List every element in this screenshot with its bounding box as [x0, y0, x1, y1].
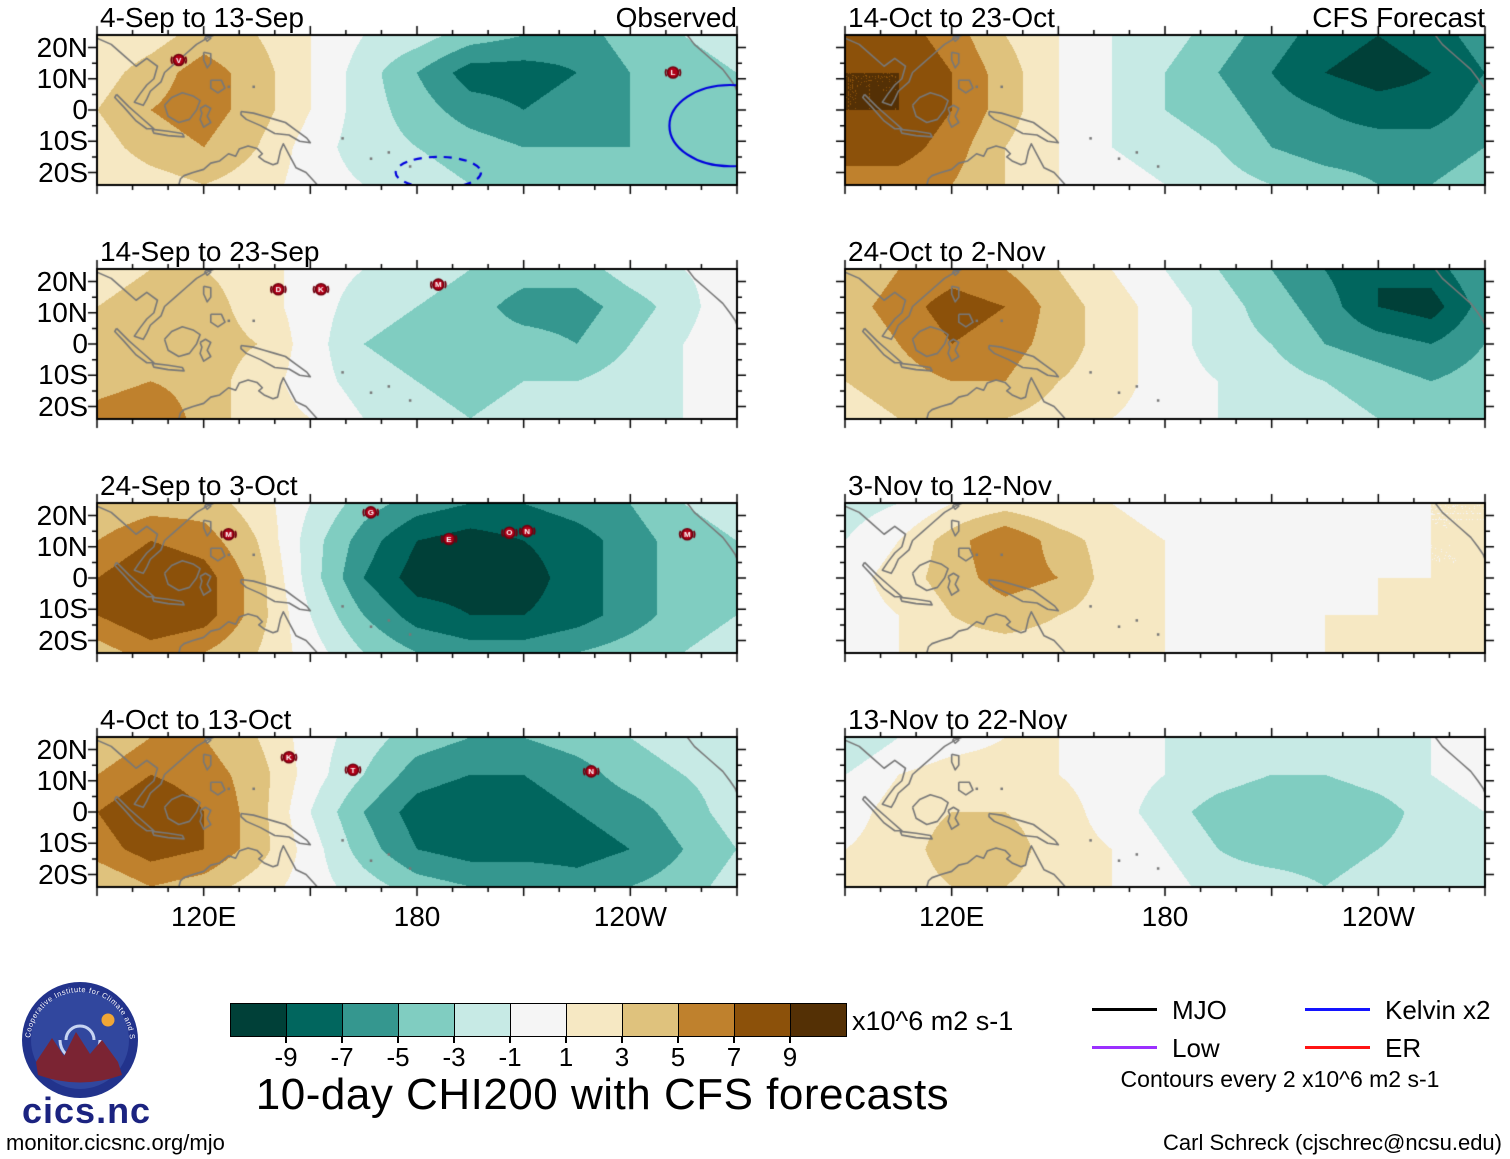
legend-line-kelvin — [1305, 1008, 1370, 1011]
figure-title: 10-day CHI200 with CFS forecasts — [255, 1070, 950, 1119]
lat-tick-label: 10N — [36, 764, 88, 796]
lat-tick-label: 10N — [36, 296, 88, 328]
legend-line-low — [1092, 1046, 1157, 1049]
legend-label-kelvin: Kelvin x2 — [1385, 995, 1491, 1025]
lon-tick-label: 120E — [918, 901, 985, 932]
colorbar — [230, 1003, 847, 1037]
colorbar-tick-label: -9 — [274, 1042, 298, 1072]
colorbar-cell — [511, 1004, 567, 1036]
map-panel-canvas — [87, 25, 747, 195]
colorbar-cell — [791, 1004, 846, 1036]
legend-contour-note: Contours every 2 x10^6 m2 s-1 — [1120, 1066, 1440, 1092]
lat-tick-label: 20N — [36, 31, 88, 63]
legend-line-mjo — [1092, 1008, 1157, 1011]
lat-tick-label: 10S — [38, 593, 88, 625]
colorbar-tick-label: 5 — [670, 1042, 686, 1072]
map-panel-canvas — [87, 259, 747, 429]
colorbar-tick-label: 7 — [726, 1042, 742, 1072]
lat-tick-label: 20S — [38, 390, 88, 422]
colorbar-cell — [623, 1004, 679, 1036]
map-panel-canvas — [835, 259, 1495, 429]
lat-tick-label: 20N — [36, 265, 88, 297]
legend-label-low: Low — [1172, 1033, 1220, 1063]
colorbar-tick — [565, 1036, 567, 1043]
colorbar-tick-label: -1 — [498, 1042, 522, 1072]
map-panel-canvas — [835, 25, 1495, 195]
lat-tick-label: 20S — [38, 858, 88, 890]
map-panel-canvas — [835, 493, 1495, 663]
lat-tick-label: 10N — [36, 62, 88, 94]
lon-tick-label: 180 — [1141, 901, 1189, 932]
cics-logo: Cooperative Institute for Climate and Sa… — [13, 971, 145, 1108]
colorbar-cell — [399, 1004, 455, 1036]
colorbar-tick-label: -7 — [330, 1042, 354, 1072]
lat-tick-label: 20N — [36, 733, 88, 765]
lat-tick-label: 0 — [72, 796, 88, 827]
map-panel-canvas — [87, 493, 747, 663]
colorbar-tick-label: 1 — [558, 1042, 574, 1072]
map-panel-canvas — [87, 727, 747, 897]
colorbar-cell — [231, 1004, 287, 1036]
colorbar-tick-label: 9 — [782, 1042, 798, 1072]
colorbar-tick — [285, 1036, 287, 1043]
lat-tick-label: 10S — [38, 125, 88, 157]
colorbar-tick — [733, 1036, 735, 1043]
colorbar-cell — [343, 1004, 399, 1036]
colorbar-cell — [679, 1004, 735, 1036]
lon-tick-label: 120W — [1341, 901, 1415, 932]
legend-line-er — [1305, 1046, 1370, 1049]
lat-tick-label: 20S — [38, 156, 88, 188]
colorbar-tick-label: -5 — [386, 1042, 410, 1072]
colorbar-tick-label: -3 — [442, 1042, 466, 1072]
lat-tick-label: 10N — [36, 530, 88, 562]
lat-tick-label: 10S — [38, 359, 88, 391]
legend-label-er: ER — [1385, 1033, 1422, 1063]
lon-tick-label: 180 — [393, 901, 441, 932]
colorbar-tick — [397, 1036, 399, 1043]
colorbar-tick — [509, 1036, 511, 1043]
lat-tick-label: 0 — [72, 328, 88, 359]
colorbar-tick — [677, 1036, 679, 1043]
cics-logo-image: Cooperative Institute for Climate and Sa… — [13, 971, 138, 1098]
colorbar-cell — [735, 1004, 791, 1036]
colorbar-units: x10^6 m2 s-1 — [852, 1006, 1014, 1036]
logo-swirl-icon — [64, 1024, 96, 1041]
footer-credit: Carl Schreck (cjschrec@ncsu.edu) — [1163, 1130, 1502, 1155]
lat-tick-label: 10S — [38, 827, 88, 859]
logo-sun-icon — [101, 1013, 115, 1027]
colorbar-cell — [287, 1004, 343, 1036]
colorbar-tick — [789, 1036, 791, 1043]
logo-mountains-icon — [36, 1032, 122, 1083]
colorbar-tick — [341, 1036, 343, 1043]
lat-tick-label: 0 — [72, 94, 88, 125]
lat-tick-label: 20N — [36, 499, 88, 531]
lon-tick-label: 120E — [170, 901, 237, 932]
colorbar-tick — [621, 1036, 623, 1043]
legend-label-mjo: MJO — [1172, 995, 1227, 1025]
colorbar-tick-label: 3 — [614, 1042, 630, 1072]
lat-tick-label: 20S — [38, 624, 88, 656]
lat-tick-label: 0 — [72, 562, 88, 593]
colorbar-tick — [453, 1036, 455, 1043]
colorbar-cell — [455, 1004, 511, 1036]
lon-tick-label: 120W — [593, 901, 667, 932]
colorbar-cell — [567, 1004, 623, 1036]
footer-url: monitor.cicsnc.org/mjo — [6, 1130, 225, 1155]
map-panel-canvas — [835, 727, 1495, 897]
cics-logo-text: cics.nc — [22, 1090, 152, 1131]
